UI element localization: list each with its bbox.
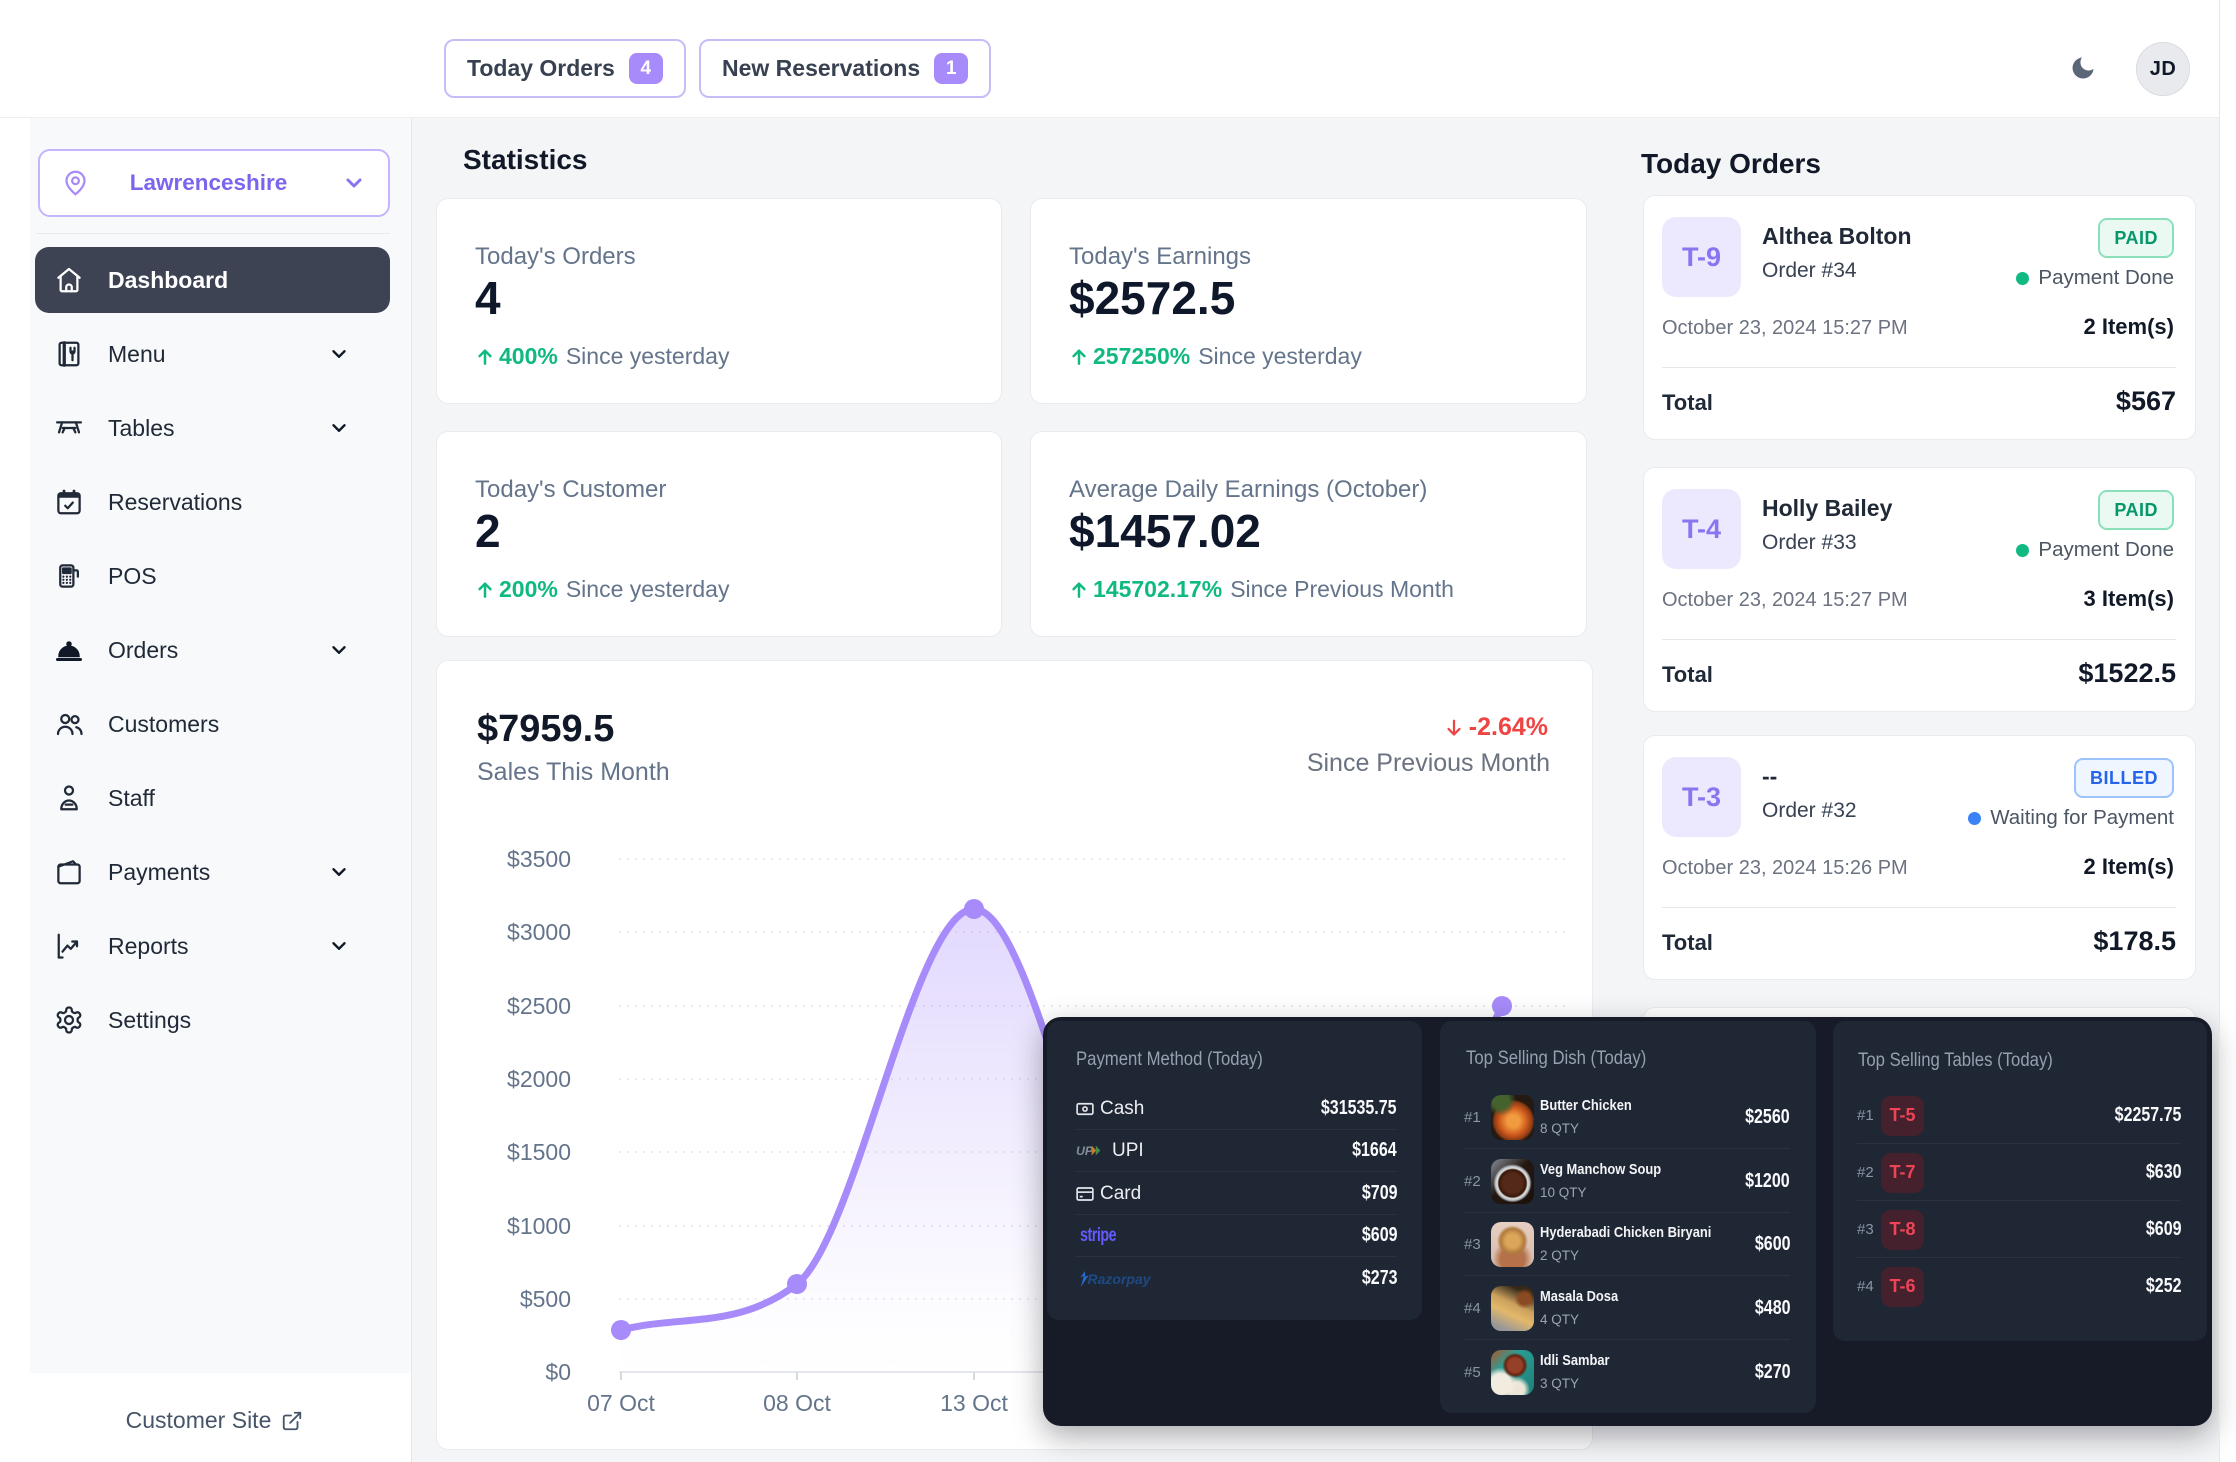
svg-text:$1000: $1000 xyxy=(507,1213,571,1239)
svg-text:Razorpay: Razorpay xyxy=(1088,1271,1152,1287)
svg-text:13 Oct: 13 Oct xyxy=(940,1390,1008,1416)
svg-text:$2500: $2500 xyxy=(507,993,571,1019)
svg-text:08 Oct: 08 Oct xyxy=(763,1390,831,1416)
svg-text:$500: $500 xyxy=(520,1286,571,1312)
svg-text:UP: UP xyxy=(1076,1144,1094,1158)
svg-text:07 Oct: 07 Oct xyxy=(587,1390,655,1416)
svg-text:$3500: $3500 xyxy=(507,846,571,872)
svg-text:$1500: $1500 xyxy=(507,1139,571,1165)
svg-text:$2000: $2000 xyxy=(507,1066,571,1092)
svg-text:$0: $0 xyxy=(545,1359,571,1385)
svg-text:$3000: $3000 xyxy=(507,919,571,945)
